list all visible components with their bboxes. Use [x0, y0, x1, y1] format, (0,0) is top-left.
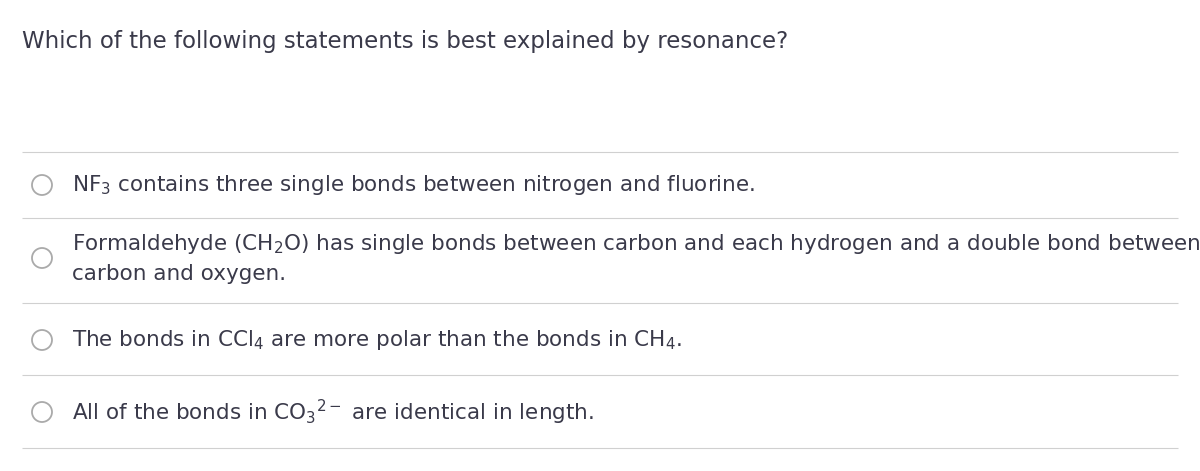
Text: Formaldehyde (CH$_2$O) has single bonds between carbon and each hydrogen and a d: Formaldehyde (CH$_2$O) has single bonds …	[72, 232, 1200, 284]
Text: The bonds in CCl$_4$ are more polar than the bonds in CH$_4$.: The bonds in CCl$_4$ are more polar than…	[72, 328, 682, 352]
Text: Which of the following statements is best explained by resonance?: Which of the following statements is bes…	[22, 30, 788, 53]
Text: All of the bonds in CO$_3$$^{2-}$ are identical in length.: All of the bonds in CO$_3$$^{2-}$ are id…	[72, 398, 594, 427]
Text: NF$_3$ contains three single bonds between nitrogen and fluorine.: NF$_3$ contains three single bonds betwe…	[72, 173, 755, 197]
